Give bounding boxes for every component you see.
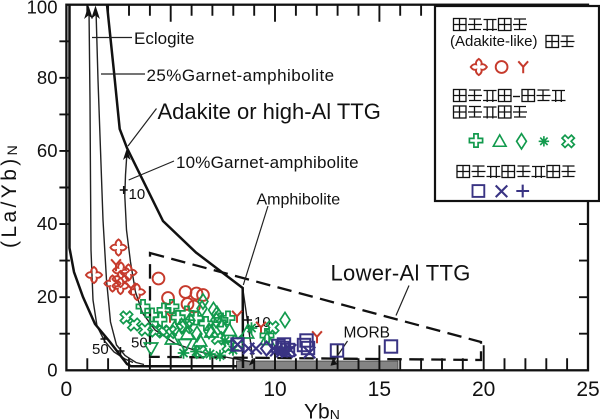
svg-text:(Adakite-like): (Adakite-like) bbox=[450, 33, 538, 50]
svg-text:10%Garnet-amphibolite: 10%Garnet-amphibolite bbox=[176, 153, 359, 172]
svg-text:10: 10 bbox=[263, 378, 286, 401]
svg-text:0: 0 bbox=[61, 378, 73, 401]
svg-text:(La/Yb)N: (La/Yb)N bbox=[0, 142, 21, 248]
svg-text:50: 50 bbox=[92, 341, 109, 358]
svg-text:25: 25 bbox=[576, 378, 599, 401]
svg-text:Eclogite: Eclogite bbox=[134, 29, 194, 48]
svg-text:25%Garnet-amphibolite: 25%Garnet-amphibolite bbox=[147, 66, 335, 85]
svg-text:Lower-Al TTG: Lower-Al TTG bbox=[331, 261, 471, 286]
svg-text:Amphibolite: Amphibolite bbox=[257, 192, 341, 209]
svg-text:80: 80 bbox=[37, 67, 58, 88]
svg-text:20: 20 bbox=[37, 286, 58, 307]
svg-text:MORB: MORB bbox=[344, 325, 391, 342]
svg-text:60: 60 bbox=[37, 140, 58, 161]
svg-text:100: 100 bbox=[27, 0, 58, 17]
svg-text:15: 15 bbox=[368, 378, 391, 401]
svg-text:20: 20 bbox=[472, 378, 495, 401]
svg-text:0: 0 bbox=[47, 359, 57, 380]
svg-text:50: 50 bbox=[131, 335, 148, 352]
svg-text:10: 10 bbox=[129, 186, 146, 203]
svg-text:40: 40 bbox=[37, 213, 58, 234]
svg-text:10: 10 bbox=[254, 314, 271, 331]
svg-text:Adakite or high-Al TTG: Adakite or high-Al TTG bbox=[158, 99, 381, 124]
